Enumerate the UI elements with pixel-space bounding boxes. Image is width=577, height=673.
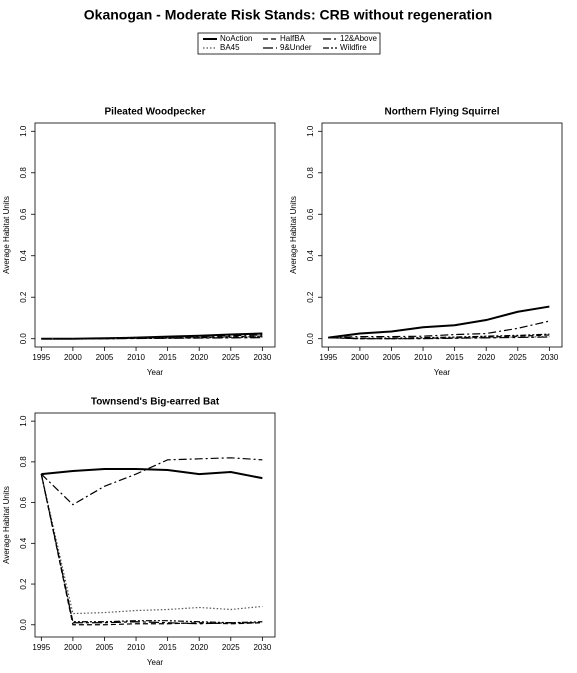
series-line <box>328 320 550 339</box>
y-tick-label: 0.4 <box>306 250 315 262</box>
series-line <box>328 305 550 339</box>
x-tick-label: 2020 <box>190 643 208 652</box>
x-tick-label: 2030 <box>253 353 271 362</box>
x-axis-label: Year <box>434 368 451 377</box>
x-tick-label: 2010 <box>127 643 145 652</box>
x-axis-label: Year <box>147 658 164 667</box>
x-tick-label: 2020 <box>190 353 208 362</box>
plot-title: Townsend's Big-earred Bat <box>91 397 220 408</box>
y-tick-label: 0.6 <box>19 496 28 508</box>
x-tick-label: 2000 <box>64 643 82 652</box>
x-tick-label: 2015 <box>159 353 177 362</box>
x-tick-label: 2000 <box>64 353 82 362</box>
series-line <box>41 468 263 480</box>
y-tick-label: 0.2 <box>19 578 28 590</box>
y-tick-label: 0.0 <box>306 333 315 345</box>
y-axis-label: Average Habitat Units <box>2 196 11 274</box>
series-line <box>40 473 263 626</box>
plot-title: Northern Flying Squirrel <box>384 107 499 118</box>
x-tick-label: 2005 <box>383 353 401 362</box>
x-tick-label: 1995 <box>32 643 50 652</box>
y-tick-label: 1.0 <box>19 415 28 427</box>
x-tick-label: 2030 <box>253 643 271 652</box>
y-tick-label: 0.8 <box>19 456 28 468</box>
legend-label: NoAction <box>220 34 252 43</box>
x-tick-label: 2025 <box>509 353 527 362</box>
legend-label: Wildfire <box>340 43 367 52</box>
x-tick-label: 2000 <box>351 353 369 362</box>
x-tick-label: 1995 <box>32 353 50 362</box>
x-tick-label: 2005 <box>96 353 114 362</box>
series-line <box>328 336 550 340</box>
legend-label: BA45 <box>220 43 240 52</box>
series-line <box>40 473 263 624</box>
x-tick-label: 1995 <box>319 353 337 362</box>
series-line <box>328 333 550 339</box>
y-tick-label: 0.0 <box>19 333 28 345</box>
y-axis-label: Average Habitat Units <box>2 486 11 564</box>
y-tick-label: 0.8 <box>19 167 28 179</box>
x-tick-label: 2025 <box>222 643 240 652</box>
x-tick-label: 2005 <box>96 643 114 652</box>
x-axis-label: Year <box>147 368 164 377</box>
series-line <box>40 457 263 506</box>
x-tick-label: 2015 <box>446 353 464 362</box>
y-tick-label: 0.2 <box>306 291 315 303</box>
legend-label: 9&Under <box>280 43 312 52</box>
y-tick-label: 0.0 <box>19 619 28 631</box>
plot-frame <box>321 122 563 348</box>
legend-box <box>197 32 381 55</box>
x-tick-label: 2010 <box>127 353 145 362</box>
series-line <box>40 473 263 615</box>
plot-frame <box>34 412 276 638</box>
y-axis-label: Average Habitat Units <box>289 196 298 274</box>
y-tick-label: 1.0 <box>19 125 28 137</box>
figure-title: Okanogan - Moderate Risk Stands: CRB wit… <box>84 7 492 23</box>
series-line <box>41 336 263 340</box>
x-tick-label: 2015 <box>159 643 177 652</box>
legend-label: 12&Above <box>340 34 377 43</box>
legend-label: HalfBA <box>280 34 306 43</box>
series-line <box>40 473 263 625</box>
x-tick-label: 2025 <box>222 353 240 362</box>
x-tick-label: 2010 <box>414 353 432 362</box>
plot-frame <box>34 122 276 348</box>
y-tick-label: 0.2 <box>19 291 28 303</box>
y-tick-label: 0.8 <box>306 167 315 179</box>
x-tick-label: 2020 <box>477 353 495 362</box>
y-tick-label: 0.4 <box>19 537 28 549</box>
y-tick-label: 1.0 <box>306 125 315 137</box>
y-tick-label: 0.4 <box>19 250 28 262</box>
x-tick-label: 2030 <box>540 353 558 362</box>
y-tick-label: 0.6 <box>19 208 28 220</box>
plot-title: Pileated Woodpecker <box>105 107 206 118</box>
y-tick-label: 0.6 <box>306 208 315 220</box>
